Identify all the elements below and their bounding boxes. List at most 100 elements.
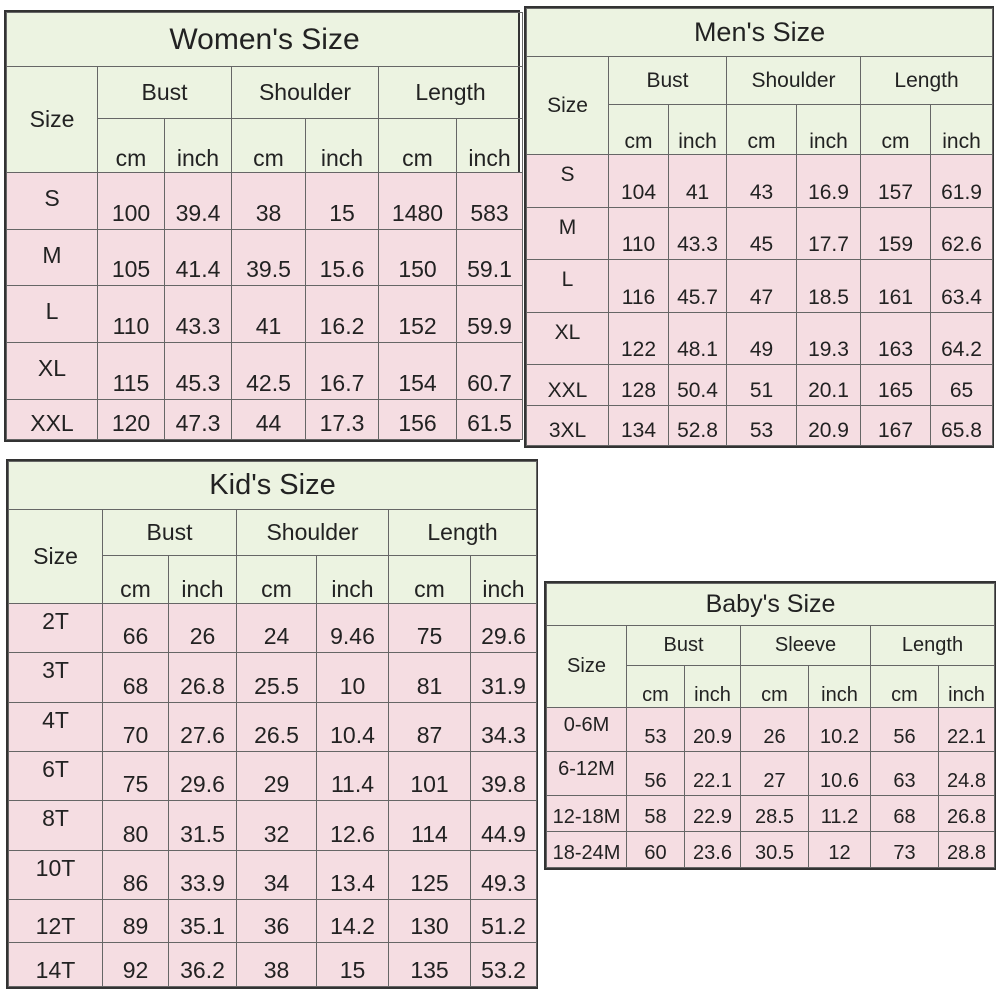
kids-size-chart: Kid's Size Size Bust Shoulder Length cm … bbox=[6, 459, 538, 989]
value-cell: 59.1 bbox=[455, 228, 524, 287]
value-cell: 53.2 bbox=[470, 942, 537, 987]
size-cell: 8T bbox=[8, 800, 103, 851]
bust-header: Bust bbox=[97, 66, 232, 119]
value-cell: 65 bbox=[929, 364, 994, 406]
value-cell: 165 bbox=[860, 364, 931, 406]
value-cell: 60 bbox=[626, 831, 685, 868]
value-cell: 75 bbox=[102, 750, 169, 802]
value-cell: 56 bbox=[626, 751, 685, 797]
value-cell: 26 bbox=[740, 706, 809, 753]
value-cell: 16.2 bbox=[305, 285, 379, 343]
value-cell: 24 bbox=[236, 602, 317, 654]
value-cell: 41 bbox=[668, 154, 727, 208]
value-cell: 41.4 bbox=[164, 228, 232, 287]
table-row: 2T 66 26 24 9.46 75 29.6 bbox=[8, 602, 537, 654]
size-cell: 10T bbox=[8, 849, 103, 900]
unit-header-inch: inch bbox=[684, 665, 741, 708]
value-cell: 20.1 bbox=[796, 364, 861, 406]
size-cell: S bbox=[6, 172, 98, 230]
value-cell: 41 bbox=[231, 285, 306, 343]
unit-header-cm: cm bbox=[726, 104, 797, 155]
table-row: 12-18M 58 22.9 28.5 11.2 68 26.8 bbox=[546, 795, 996, 833]
value-cell: 22.9 bbox=[684, 795, 741, 833]
value-cell: 15.6 bbox=[305, 228, 379, 287]
value-cell: 34.3 bbox=[470, 701, 537, 752]
table-row: 6-12M 56 22.1 27 10.6 63 24.8 bbox=[546, 751, 996, 797]
value-cell: 42.5 bbox=[231, 341, 306, 400]
value-cell: 53 bbox=[726, 404, 797, 446]
value-cell: 58 bbox=[626, 795, 685, 833]
value-cell: 161 bbox=[860, 259, 931, 313]
value-cell: 163 bbox=[860, 311, 931, 365]
value-cell: 45.3 bbox=[164, 341, 232, 400]
unit-header-cm: cm bbox=[231, 118, 306, 173]
value-cell: 29.6 bbox=[470, 602, 537, 654]
table-row: 0-6M 53 20.9 26 10.2 56 22.1 bbox=[546, 706, 996, 753]
value-cell: 24.8 bbox=[937, 751, 996, 797]
size-column-header: Size bbox=[526, 56, 609, 155]
table-row: L 116 45.7 47 18.5 161 63.4 bbox=[526, 259, 994, 313]
size-cell: 4T bbox=[8, 701, 103, 752]
value-cell: 61.9 bbox=[929, 154, 994, 208]
size-column-header: Size bbox=[8, 509, 103, 604]
value-cell: 35.1 bbox=[168, 898, 237, 944]
value-cell: 44 bbox=[231, 398, 306, 440]
value-cell: 68 bbox=[870, 795, 939, 833]
size-cell: XXL bbox=[6, 398, 98, 440]
unit-header-cm: cm bbox=[860, 104, 931, 155]
value-cell: 38 bbox=[236, 942, 317, 987]
kids-chart-title: Kid's Size bbox=[8, 461, 537, 510]
value-cell: 45 bbox=[726, 206, 797, 260]
value-cell: 110 bbox=[97, 285, 165, 343]
unit-header-cm: cm bbox=[626, 665, 685, 708]
value-cell: 47.3 bbox=[164, 398, 232, 440]
table-row: 3T 68 26.8 25.5 10 81 31.9 bbox=[8, 652, 537, 703]
unit-header-inch: inch bbox=[164, 118, 232, 173]
value-cell: 20.9 bbox=[684, 706, 741, 753]
value-cell: 10.4 bbox=[316, 701, 389, 752]
value-cell: 1480 bbox=[378, 172, 457, 230]
value-cell: 16.7 bbox=[305, 341, 379, 400]
value-cell: 12.6 bbox=[316, 800, 389, 851]
unit-header-inch: inch bbox=[929, 104, 994, 155]
size-cell: XL bbox=[526, 311, 609, 365]
value-cell: 80 bbox=[102, 800, 169, 851]
value-cell: 32 bbox=[236, 800, 317, 851]
value-cell: 29 bbox=[236, 750, 317, 802]
value-cell: 17.3 bbox=[305, 398, 379, 440]
unit-header-cm: cm bbox=[236, 555, 317, 604]
size-cell: 2T bbox=[8, 602, 103, 654]
value-cell: 52.8 bbox=[668, 404, 727, 446]
size-cell: M bbox=[526, 206, 609, 260]
value-cell: 18.5 bbox=[796, 259, 861, 313]
value-cell: 43.3 bbox=[164, 285, 232, 343]
value-cell: 68 bbox=[102, 652, 169, 703]
value-cell: 10.2 bbox=[808, 706, 871, 753]
value-cell: 89 bbox=[102, 898, 169, 944]
unit-header-inch: inch bbox=[455, 118, 524, 173]
value-cell: 10 bbox=[316, 652, 389, 703]
bust-header: Bust bbox=[102, 509, 237, 556]
length-header: Length bbox=[859, 56, 994, 105]
value-cell: 26 bbox=[168, 602, 237, 654]
unit-header-inch: inch bbox=[305, 118, 379, 173]
mens-size-chart: Men's Size Size Bust Shoulder Length cm … bbox=[524, 6, 994, 448]
value-cell: 39.4 bbox=[164, 172, 232, 230]
value-cell: 49.3 bbox=[470, 849, 537, 900]
value-cell: 9.46 bbox=[316, 602, 389, 654]
unit-header-cm: cm bbox=[870, 665, 939, 708]
size-column-header: Size bbox=[546, 625, 627, 708]
table-row: XXL 120 47.3 44 17.3 156 61.5 bbox=[6, 398, 524, 440]
size-cell: 12-18M bbox=[546, 795, 627, 833]
value-cell: 25.5 bbox=[236, 652, 317, 703]
value-cell: 44.9 bbox=[470, 800, 537, 851]
value-cell: 45.7 bbox=[668, 259, 727, 313]
value-cell: 51 bbox=[726, 364, 797, 406]
size-cell: 12T bbox=[8, 898, 103, 944]
unit-header-cm: cm bbox=[608, 104, 669, 155]
value-cell: 11.4 bbox=[316, 750, 389, 802]
value-cell: 38 bbox=[231, 172, 306, 230]
value-cell: 27.6 bbox=[168, 701, 237, 752]
value-cell: 51.2 bbox=[470, 898, 537, 944]
unit-header-inch: inch bbox=[168, 555, 237, 604]
